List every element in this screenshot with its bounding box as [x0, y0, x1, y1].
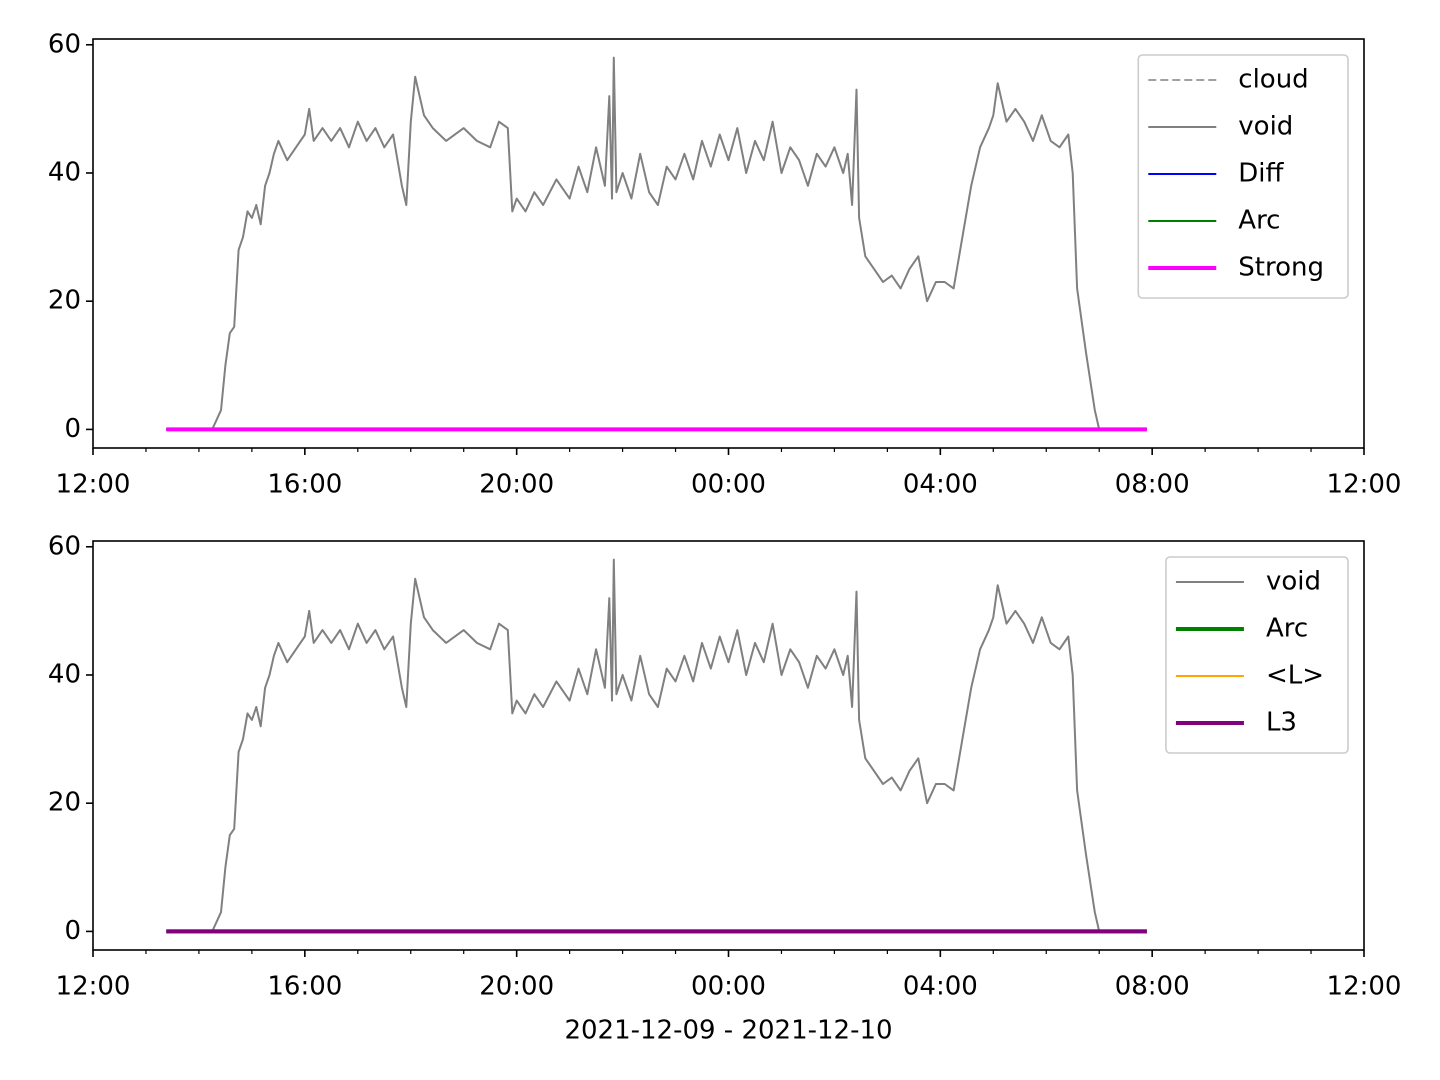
y-tick-label: 20: [48, 286, 81, 316]
x-axis-label: 2021-12-09 - 2021-12-10: [564, 1016, 892, 1046]
y-tick-label: 0: [64, 414, 81, 444]
legend: cloud void Diff Arc Strong: [1137, 54, 1349, 299]
y-tick-label: 0: [64, 916, 81, 946]
legend-label: <L>: [1266, 661, 1324, 691]
y-tick-label: 20: [48, 788, 81, 818]
x-tick-label: 00:00: [691, 470, 766, 500]
x-tick-label: 12:00: [1327, 470, 1402, 500]
x-tick-label: 12:00: [1327, 972, 1402, 1002]
x-tick-label: 16:00: [267, 470, 342, 500]
legend-label: void: [1266, 567, 1321, 597]
y-tick-label: 60: [48, 531, 81, 561]
x-tick-label: 12:00: [56, 470, 131, 500]
x-tick-label: 04:00: [903, 972, 978, 1002]
series-line: [166, 558, 1147, 933]
x-tick-label: 20:00: [479, 972, 554, 1002]
x-tick-label: 08:00: [1115, 470, 1190, 500]
legend-frame: [1165, 556, 1349, 754]
legend-label: Strong: [1238, 253, 1324, 283]
x-tick-label: 16:00: [267, 972, 342, 1002]
y-tick-label: 60: [48, 29, 81, 59]
legend-label: Arc: [1238, 206, 1280, 236]
plot: [166, 56, 1147, 432]
legend-label: cloud: [1238, 65, 1308, 95]
series-line: [166, 56, 1147, 431]
x-tick-label: 12:00: [56, 972, 131, 1002]
y-tick-label: 40: [48, 157, 81, 187]
plot: [166, 558, 1147, 934]
legend-label: Diff: [1238, 159, 1284, 189]
x-tick-label: 04:00: [903, 470, 978, 500]
legend-label: Arc: [1266, 614, 1308, 644]
legend-label: L3: [1266, 708, 1297, 738]
x-tick-label: 20:00: [479, 470, 554, 500]
x-tick-label: 08:00: [1115, 972, 1190, 1002]
legend: void Arc <L> L3: [1165, 556, 1349, 754]
x-tick-label: 00:00: [691, 972, 766, 1002]
legend-label: void: [1238, 112, 1293, 142]
legend-frame: [1137, 54, 1349, 299]
y-tick-label: 40: [48, 659, 81, 689]
